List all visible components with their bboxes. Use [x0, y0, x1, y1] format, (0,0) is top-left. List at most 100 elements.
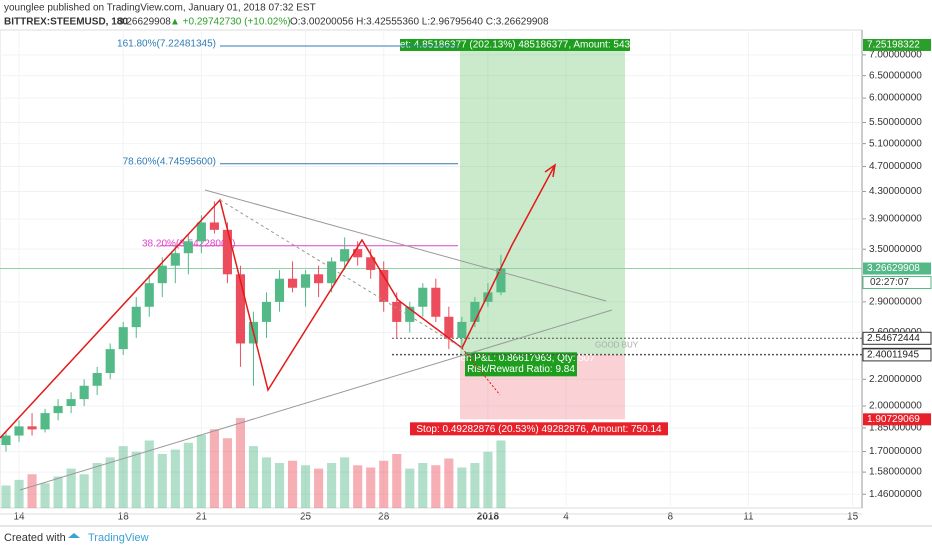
candle-body [170, 253, 180, 266]
volume-bar [470, 463, 480, 508]
x-tick-label: 4 [563, 512, 569, 523]
symbol: BITTREX:STEEMUSD, 180 [4, 17, 128, 28]
volume-bar [235, 418, 246, 508]
y-tick-label: 6.50000000 [869, 70, 922, 81]
candle-body [301, 274, 311, 288]
volume-bar [40, 483, 50, 508]
volume-bar [131, 451, 141, 508]
x-tick-label: 2018 [477, 512, 500, 523]
candle-body [53, 406, 63, 414]
pnl-box [465, 352, 577, 377]
pnl-text: Open P&L: 0.86617963, Qty: 507 [447, 353, 595, 364]
volume-bar [314, 468, 324, 508]
candle-body [118, 327, 128, 350]
volume-bar [261, 457, 272, 508]
publisher-line: younglee published on TradingView.com, J… [4, 3, 316, 14]
candle-body [66, 399, 76, 407]
volume-bar [274, 463, 285, 508]
candle-body [183, 241, 193, 254]
volume-bar [53, 476, 63, 508]
price-tag [863, 38, 931, 51]
x-tick-label: 15 [847, 512, 859, 523]
fib-label: 78.60%(4.74595600) [123, 156, 216, 167]
price-tag [862, 331, 932, 345]
footer-brand[interactable]: TradingView [88, 532, 149, 544]
candle-body [92, 373, 102, 386]
countdown: 02:27:07 [870, 277, 909, 288]
volume-bar [366, 467, 376, 508]
candle-body [40, 413, 50, 430]
volume-bar [392, 454, 402, 508]
volume-bar [196, 434, 206, 508]
candle-body [287, 278, 298, 288]
y-tick-label: 5.10000000 [869, 138, 922, 149]
volume-bar [118, 446, 128, 508]
change: ▲ +0.29742730 (+10.02%) [170, 17, 291, 28]
volume-bar [444, 458, 454, 508]
y-tick-label: 5.50000000 [869, 117, 922, 128]
x-tick-label: 18 [118, 512, 130, 523]
y-tick-label: 1.46000000 [869, 489, 922, 500]
volume-bar [340, 457, 350, 508]
candle-body [222, 229, 232, 275]
candle-body [418, 287, 428, 307]
candle-body [353, 249, 363, 258]
logo [68, 533, 80, 538]
candle-body [379, 269, 389, 302]
candle-body [209, 222, 219, 230]
x-tick-label: 11 [743, 512, 754, 523]
candle-body [444, 316, 454, 338]
candle-body [261, 301, 272, 322]
price-tag-label: 1.90729069 [867, 414, 920, 425]
candle-body [392, 301, 402, 322]
candle-body [79, 385, 89, 400]
volume-bar [301, 465, 311, 508]
volume-bar [418, 463, 428, 508]
price-tag-label: 2.54672444 [867, 333, 920, 344]
candle-body [405, 306, 415, 322]
candle-body [157, 265, 167, 284]
y-tick-label: 4.70000000 [869, 161, 922, 172]
candle-body [470, 301, 480, 322]
candle-body [144, 283, 154, 307]
candle-body [431, 287, 441, 317]
candle-body [27, 426, 37, 430]
volume-bar [79, 474, 89, 508]
volume-bar [27, 474, 37, 508]
volume-bar [105, 457, 115, 508]
price-tag [863, 413, 931, 426]
rr-text: Risk/Reward Ratio: 9.84 [467, 364, 575, 375]
price-tag-label: 3.26629908 [867, 263, 920, 274]
candle-body [14, 426, 24, 436]
footer-created: Created with [4, 532, 66, 544]
candle-body [314, 274, 324, 284]
fib-label: 161.80%(7.22481345) [117, 39, 216, 50]
volume-bar [157, 454, 167, 508]
trendlines [19, 189, 613, 491]
x-tick-label: 25 [300, 512, 312, 523]
candle-body [483, 292, 493, 302]
y-tick-label: 7.00000000 [869, 50, 922, 61]
volume-bar [248, 446, 259, 508]
candle-body [1, 435, 11, 446]
volume-bar [483, 451, 493, 508]
volume-bar [379, 460, 389, 508]
volume-bar [457, 467, 467, 508]
volume-bar [287, 460, 298, 508]
y-tick-label: 2.90000000 [869, 297, 922, 308]
profit-zone [460, 44, 625, 355]
price-tag [862, 348, 932, 362]
x-tick-label: 28 [378, 512, 390, 523]
volume-bar [144, 440, 154, 508]
ohlc: O:3.00200056 H:3.42555360 L:2.96795640 C… [290, 17, 549, 28]
volume-bar [353, 465, 363, 508]
x-tick-label: 14 [13, 512, 25, 523]
y-tick-label: 6.00000000 [869, 93, 922, 104]
volume-bar [431, 465, 441, 508]
y-tick-label: 2.00000000 [869, 401, 922, 412]
target-box [400, 38, 630, 51]
price-tag-label: 2.40011945 [867, 350, 920, 361]
candle-body [235, 274, 246, 344]
volume-bar [222, 438, 232, 508]
